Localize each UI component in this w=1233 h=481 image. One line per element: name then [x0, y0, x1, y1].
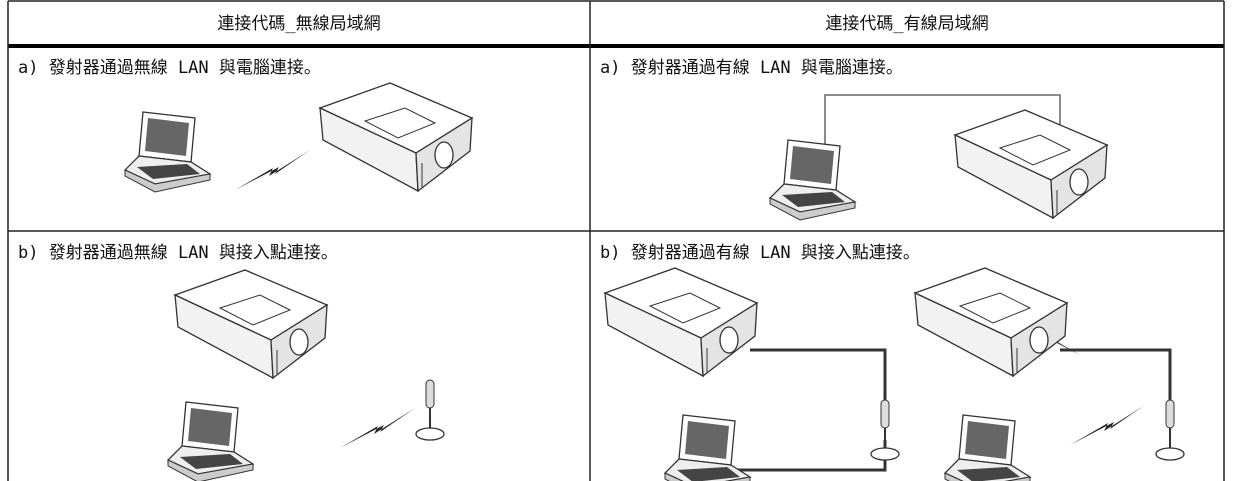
header-cell: 連接代碼_無線局域網	[217, 14, 380, 34]
access-point-icon	[870, 399, 900, 461]
projector-icon	[174, 269, 328, 379]
laptop-icon	[167, 401, 254, 481]
laptop-icon	[769, 139, 856, 221]
cable	[824, 94, 1061, 160]
cell-text: a) 發射器通過有線 LAN 與電腦連接。	[600, 58, 903, 78]
header-cell: 連接代碼_有線局域網	[825, 14, 988, 34]
wireless-icon	[1070, 405, 1145, 445]
laptop-icon	[664, 414, 751, 481]
wireless-icon	[235, 150, 310, 190]
projector-icon	[319, 82, 473, 192]
access-point-icon	[415, 379, 445, 441]
cell-text: b) 發射器通過有線 LAN 與接入點連接。	[600, 243, 920, 263]
cell-text: a) 發射器通過無線 LAN 與電腦連接。	[18, 58, 321, 78]
projector-icon	[604, 267, 758, 377]
cable	[1060, 348, 1172, 400]
wireless-icon	[340, 408, 415, 448]
cell-text: b) 發射器通過無線 LAN 與接入點連接。	[18, 243, 338, 263]
laptop-icon	[124, 111, 211, 193]
laptop-icon	[944, 414, 1031, 481]
cable	[750, 348, 887, 400]
cable	[730, 440, 887, 472]
projector-icon	[954, 109, 1108, 219]
projector-icon	[914, 267, 1068, 377]
access-point-icon	[1155, 399, 1185, 461]
